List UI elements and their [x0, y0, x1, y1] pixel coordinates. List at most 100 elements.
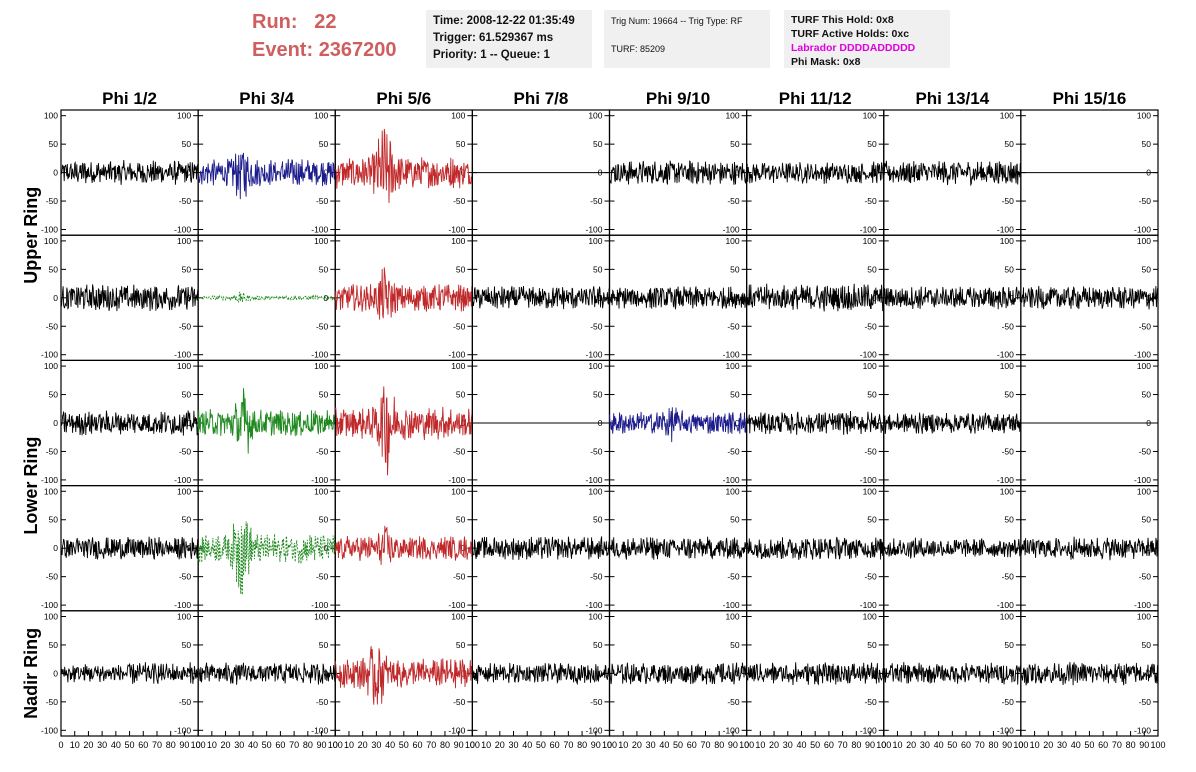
y-tick-label: -100: [448, 600, 465, 610]
event-value: 2367200: [318, 39, 397, 61]
x-tick-label: 90: [591, 740, 601, 750]
y-tick-label: 100: [725, 236, 739, 246]
y-tick-label: 100: [451, 486, 465, 496]
y-tick-label: 0: [598, 668, 603, 678]
y-tick-label: 100: [588, 236, 602, 246]
y-tick-label: 100: [177, 236, 191, 246]
x-tick-label: 60: [550, 740, 560, 750]
x-tick-label: 60: [138, 740, 148, 750]
y-tick-label: 50: [867, 390, 877, 400]
column-header: Phi 7/8: [514, 89, 569, 108]
waveform-trace: [197, 291, 336, 303]
turf-this-hold-text: TURF This Hold: 0x8: [791, 14, 894, 26]
y-tick-label: -50: [179, 446, 192, 456]
y-tick-label: -50: [1139, 697, 1152, 707]
y-tick-label: 0: [53, 418, 58, 428]
y-tick-label: 50: [867, 515, 877, 525]
x-tick-label: 40: [934, 740, 944, 750]
y-tick-label: 100: [451, 111, 465, 121]
y-tick-label: 100: [588, 111, 602, 121]
y-tick-label: 100: [725, 611, 739, 621]
y-tick-label: 100: [451, 236, 465, 246]
trigger-info-box: Trig Num: 19664 -- Trig Type: RF TURF: 8…: [604, 10, 770, 68]
y-tick-label: -100: [174, 350, 191, 360]
y-tick-label: 100: [1137, 361, 1151, 371]
y-tick-label: 100: [863, 486, 877, 496]
x-tick-label: 0: [333, 740, 338, 750]
x-tick-label: 60: [687, 740, 697, 750]
y-tick-label: -50: [864, 572, 877, 582]
waveform-trace: [609, 286, 747, 310]
run-value: 22: [314, 11, 337, 33]
waveform-trace: [471, 536, 610, 560]
x-tick-label: 10: [481, 740, 491, 750]
waveform-trace: [197, 388, 336, 454]
y-tick-label: -100: [41, 225, 58, 235]
x-tick-label: 40: [522, 740, 532, 750]
x-tick-label: 10: [755, 740, 765, 750]
y-tick-label: 100: [588, 361, 602, 371]
y-tick-label: 100: [451, 361, 465, 371]
y-tick-label: 50: [1004, 515, 1014, 525]
y-tick-label: 100: [863, 611, 877, 621]
y-tick-label: 0: [735, 418, 740, 428]
x-tick-label: 0: [881, 740, 886, 750]
y-tick-label: -50: [864, 321, 877, 331]
x-tick-label: 100: [1013, 740, 1028, 750]
y-tick-label: 50: [319, 515, 329, 525]
y-tick-label: 100: [863, 236, 877, 246]
x-tick-label: 100: [191, 740, 206, 750]
y-tick-label: -50: [864, 446, 877, 456]
waveform-trace: [1020, 662, 1159, 686]
y-tick-label: -100: [585, 475, 602, 485]
x-tick-label: 50: [1084, 740, 1094, 750]
y-tick-label: -100: [448, 475, 465, 485]
y-tick-label: 50: [1142, 264, 1152, 274]
y-tick-label: 50: [49, 640, 59, 650]
run-line: Run: 22: [252, 8, 397, 36]
priority-text: Priority: 1 -- Queue: 1: [433, 49, 550, 61]
waveform-trace: [60, 284, 199, 312]
x-tick-label: 70: [289, 740, 299, 750]
x-tick-label: 0: [1018, 740, 1023, 750]
y-tick-label: -50: [453, 697, 466, 707]
event-line: Event: 2367200: [252, 36, 397, 64]
y-tick-label: -100: [723, 350, 740, 360]
y-tick-label: -50: [453, 321, 466, 331]
waveform-trace: [471, 285, 610, 310]
waveform-trace: [335, 128, 473, 204]
y-tick-label: -100: [311, 725, 328, 735]
y-tick-label: 100: [314, 361, 328, 371]
y-tick-label: 100: [863, 361, 877, 371]
x-tick-label: 10: [618, 740, 628, 750]
column-header: Phi 11/12: [779, 89, 852, 108]
y-tick-label: -100: [585, 350, 602, 360]
y-tick-label: -50: [1002, 196, 1015, 206]
x-tick-label: 90: [179, 740, 189, 750]
y-tick-label: -50: [316, 572, 329, 582]
y-tick-label: -50: [453, 572, 466, 582]
y-tick-label: -50: [46, 321, 59, 331]
y-tick-label: 100: [1000, 486, 1014, 496]
y-tick-label: 50: [319, 139, 329, 149]
y-tick-label: 50: [730, 264, 740, 274]
x-tick-label: 100: [602, 740, 617, 750]
x-tick-label: 60: [1098, 740, 1108, 750]
y-tick-label: 0: [461, 543, 466, 553]
y-tick-label: 50: [1004, 640, 1014, 650]
y-tick-label: -100: [723, 475, 740, 485]
y-tick-label: 50: [182, 139, 192, 149]
waveform-trace: [883, 537, 1022, 559]
x-tick-label: 30: [783, 740, 793, 750]
y-tick-label: 100: [725, 111, 739, 121]
column-header: Phi 1/2: [102, 89, 157, 108]
y-tick-label: 50: [456, 390, 466, 400]
y-tick-label: -100: [41, 600, 58, 610]
y-tick-label: -100: [997, 600, 1014, 610]
y-tick-label: 50: [319, 390, 329, 400]
y-tick-label: -50: [1002, 446, 1015, 456]
y-tick-label: 50: [593, 264, 603, 274]
x-tick-label: 60: [275, 740, 285, 750]
y-tick-label: -100: [174, 475, 191, 485]
waveform-trace: [883, 412, 1022, 434]
